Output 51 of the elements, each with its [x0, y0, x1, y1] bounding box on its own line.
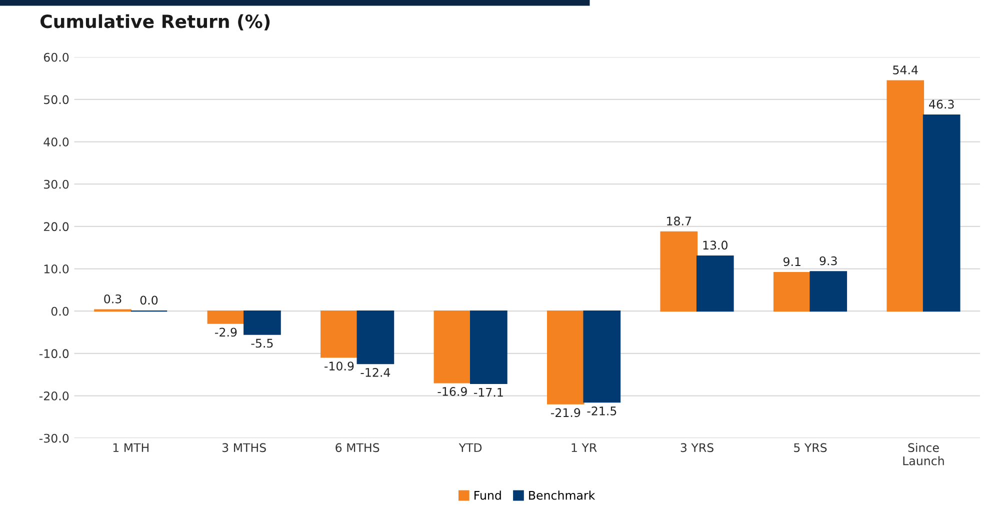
x-tick-label: 5 YRS — [794, 443, 827, 452]
data-label: -10.9 — [324, 362, 354, 371]
y-tick-label: 50.0 — [44, 95, 69, 104]
x-tick-label: 3 YRS — [680, 443, 714, 452]
bar — [356, 310, 394, 364]
data-label: -5.5 — [251, 338, 273, 348]
data-label: 0.0 — [140, 296, 158, 305]
chart-title: Cumulative Return (%) — [40, 14, 270, 30]
bar — [207, 310, 245, 324]
data-label: -16.9 — [438, 387, 467, 396]
data-label: -12.4 — [360, 368, 390, 377]
bar — [583, 310, 621, 403]
bar — [773, 272, 811, 312]
data-label: 13.0 — [703, 240, 728, 250]
data-label: 54.4 — [893, 66, 918, 74]
bar — [696, 256, 734, 312]
data-label: 0.3 — [104, 294, 122, 304]
bar — [922, 114, 960, 312]
y-tick-label: 40.0 — [44, 138, 69, 146]
y-tick-label: -30.0 — [39, 434, 69, 443]
x-tick-label: 6 MTHS — [336, 443, 380, 452]
y-tick-label: 60.0 — [44, 52, 69, 62]
bar — [470, 310, 508, 384]
y-tick-label: -10.0 — [39, 349, 69, 358]
legend-label: Benchmark — [529, 490, 596, 500]
x-tick-label: YTD — [458, 443, 482, 452]
x-tick-label: 1 YR — [572, 443, 597, 452]
bar — [660, 231, 698, 312]
bar — [320, 310, 358, 358]
y-tick-label: 20.0 — [44, 222, 69, 232]
y-tick-label: -20.0 — [39, 391, 69, 400]
data-label: 18.7 — [667, 216, 692, 226]
data-label: 9.3 — [820, 256, 837, 266]
y-tick-label: 10.0 — [44, 264, 69, 274]
bar — [886, 80, 924, 312]
x-tick-label: 1 MTH — [113, 443, 148, 452]
data-label: 9.1 — [783, 257, 800, 266]
y-tick-label: 0.0 — [51, 306, 69, 316]
x-tick-label: 3 MTHS — [222, 443, 266, 452]
bar — [810, 271, 848, 312]
data-label: 46.3 — [929, 100, 954, 109]
legend-label: Fund — [474, 490, 501, 500]
x-tick-label: Since Launch — [903, 442, 944, 466]
bar — [434, 310, 472, 384]
bar — [244, 310, 281, 335]
bar — [547, 310, 584, 404]
data-label: -17.1 — [474, 388, 503, 397]
data-label: -21.9 — [550, 408, 580, 418]
data-label: -21.5 — [587, 406, 616, 416]
data-label: -2.9 — [215, 328, 237, 337]
y-tick-label: 30.0 — [44, 180, 69, 189]
